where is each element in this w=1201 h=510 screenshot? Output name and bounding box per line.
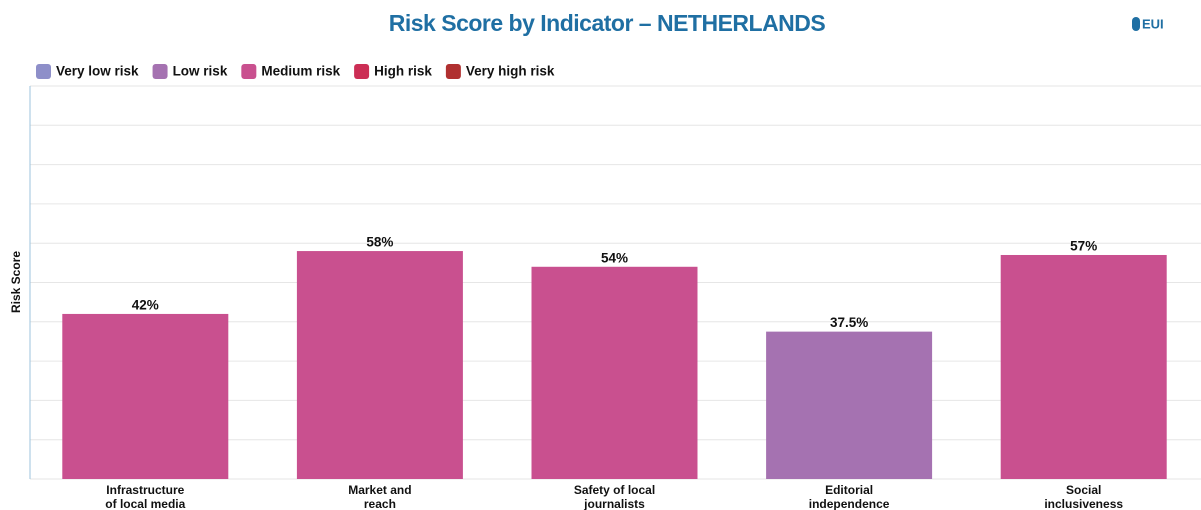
legend-swatch (36, 64, 51, 79)
legend-label: Medium risk (261, 64, 340, 79)
legend-label: Very high risk (466, 64, 555, 79)
x-tick-label-line: of local media (105, 497, 185, 510)
x-tick-label-line: Safety of local (574, 483, 655, 497)
x-tick-label-line: reach (364, 497, 396, 510)
value-label: 58% (366, 235, 393, 250)
value-label: 37.5% (830, 315, 868, 330)
chart-title: Risk Score by Indicator – NETHERLANDS (389, 10, 826, 36)
bar (531, 266, 698, 479)
bar (1000, 254, 1167, 479)
legend-swatch (152, 64, 168, 79)
legend-label: Very low risk (56, 64, 139, 79)
legend-swatch (241, 64, 257, 79)
value-label: 42% (132, 298, 159, 313)
legend-label: High risk (374, 64, 432, 79)
x-tick-label-line: inclusiveness (1044, 497, 1123, 510)
logo: EUI (1142, 16, 1164, 31)
legend-swatch (445, 64, 461, 79)
x-tick-label: Infrastructure of local media (105, 483, 185, 510)
value-label: 57% (1070, 239, 1097, 254)
legend-label: Low risk (173, 64, 228, 79)
y-axis-label: Risk Score (9, 251, 23, 313)
x-tick-label-line: Market and (348, 483, 411, 497)
legend-swatch (354, 64, 370, 79)
logo-icon (1132, 17, 1140, 31)
x-tick-label: Editorial independence (809, 483, 890, 510)
x-tick-label-line: independence (809, 497, 890, 510)
value-label: 54% (601, 250, 628, 265)
x-tick-label: Safety of local journalists (574, 483, 655, 510)
x-tick-label-line: Editorial (825, 483, 873, 497)
bar (296, 251, 463, 479)
x-tick-label-line: journalists (583, 497, 645, 510)
x-tick-label: Social inclusiveness (1044, 483, 1123, 510)
x-tick-label-line: Social (1066, 483, 1101, 497)
bar (62, 313, 229, 479)
x-tick-label: Market and reach (348, 483, 411, 510)
x-tick-label-line: Infrastructure (106, 483, 184, 497)
bar (766, 331, 933, 479)
